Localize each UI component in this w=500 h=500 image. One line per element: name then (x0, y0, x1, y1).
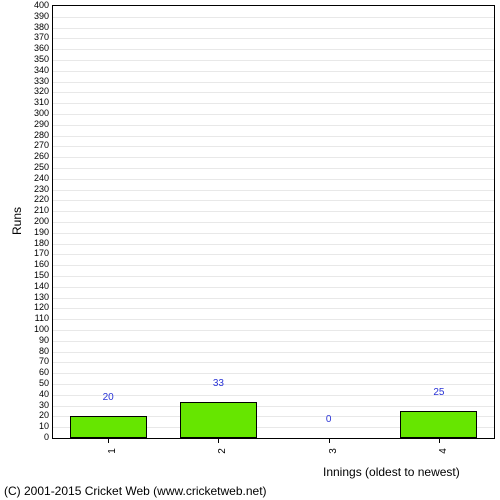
gridline (53, 308, 494, 309)
y-tick-label: 220 (0, 194, 49, 204)
y-tick-label: 10 (0, 421, 49, 431)
bar (400, 411, 477, 438)
gridline (53, 330, 494, 331)
gridline (53, 276, 494, 277)
y-tick-label: 80 (0, 346, 49, 356)
copyright-text: (C) 2001-2015 Cricket Web (www.cricketwe… (4, 484, 267, 498)
y-tick-label: 160 (0, 259, 49, 269)
bar-value-label: 20 (103, 392, 114, 403)
bar-value-label: 33 (213, 378, 224, 389)
gridline (53, 157, 494, 158)
y-tick-label: 170 (0, 248, 49, 258)
y-tick-label: 310 (0, 97, 49, 107)
y-tick-label: 120 (0, 302, 49, 312)
y-tick-label: 90 (0, 335, 49, 345)
gridline (53, 211, 494, 212)
bar-value-label: 0 (326, 414, 332, 425)
y-tick-label: 210 (0, 205, 49, 215)
y-tick-label: 360 (0, 43, 49, 53)
y-tick-label: 150 (0, 270, 49, 280)
y-tick-label: 100 (0, 324, 49, 334)
y-tick-label: 250 (0, 162, 49, 172)
x-tick-label: 1 (107, 448, 118, 454)
bar (70, 416, 147, 438)
y-tick-label: 260 (0, 151, 49, 161)
gridline (53, 298, 494, 299)
gridline (53, 222, 494, 223)
y-tick-label: 40 (0, 389, 49, 399)
gridline (53, 60, 494, 61)
gridline (53, 146, 494, 147)
y-tick-label: 350 (0, 54, 49, 64)
y-tick-label: 140 (0, 281, 49, 291)
x-tick-label: 2 (217, 448, 228, 454)
gridline (53, 406, 494, 407)
gridline (53, 92, 494, 93)
y-tick-label: 230 (0, 184, 49, 194)
y-tick-label: 340 (0, 65, 49, 75)
y-tick-label: 370 (0, 32, 49, 42)
cricket-runs-chart: { "chart": { "type": "bar", "canvas": { … (0, 0, 500, 500)
x-tick (218, 438, 219, 443)
y-tick-label: 320 (0, 86, 49, 96)
x-axis-title: Innings (oldest to newest) (323, 465, 460, 479)
y-tick-label: 270 (0, 140, 49, 150)
y-tick-label: 200 (0, 216, 49, 226)
y-axis-title: Runs (10, 207, 24, 235)
y-tick-label: 20 (0, 410, 49, 420)
y-tick-label: 30 (0, 400, 49, 410)
gridline (53, 287, 494, 288)
gridline (53, 28, 494, 29)
gridline (53, 233, 494, 234)
gridline (53, 319, 494, 320)
y-tick-label: 60 (0, 367, 49, 377)
y-tick-label: 190 (0, 227, 49, 237)
y-tick-label: 70 (0, 356, 49, 366)
gridline (53, 362, 494, 363)
gridline (53, 125, 494, 126)
gridline (53, 254, 494, 255)
gridline (53, 384, 494, 385)
y-tick-label: 110 (0, 313, 49, 323)
gridline (53, 136, 494, 137)
x-tick (108, 438, 109, 443)
gridline (53, 71, 494, 72)
x-tick-label: 3 (328, 448, 339, 454)
y-tick-label: 180 (0, 238, 49, 248)
y-tick-label: 400 (0, 0, 49, 10)
bar-value-label: 25 (433, 387, 444, 398)
gridline (53, 38, 494, 39)
gridline (53, 49, 494, 50)
gridline (53, 82, 494, 83)
y-tick-label: 300 (0, 108, 49, 118)
plot-border: 20 33 0 25 (52, 5, 495, 439)
gridline (53, 114, 494, 115)
gridline (53, 373, 494, 374)
x-tick-label: 4 (438, 448, 449, 454)
y-tick-label: 130 (0, 292, 49, 302)
y-tick-label: 280 (0, 130, 49, 140)
y-tick-label: 290 (0, 119, 49, 129)
y-tick-label: 240 (0, 173, 49, 183)
gridline (53, 168, 494, 169)
gridline (53, 352, 494, 353)
x-tick (439, 438, 440, 443)
gridline (53, 103, 494, 104)
y-tick-label: 50 (0, 378, 49, 388)
gridline (53, 395, 494, 396)
y-tick-label: 380 (0, 22, 49, 32)
gridline (53, 341, 494, 342)
x-tick (329, 438, 330, 443)
bar (180, 402, 257, 438)
gridline (53, 200, 494, 201)
y-tick-label: 330 (0, 76, 49, 86)
y-tick-label: 0 (0, 432, 49, 442)
plot-area: 20 33 0 25 (53, 6, 494, 438)
gridline (53, 265, 494, 266)
gridline (53, 179, 494, 180)
gridline (53, 244, 494, 245)
y-tick-label: 390 (0, 11, 49, 21)
gridline (53, 190, 494, 191)
gridline (53, 17, 494, 18)
